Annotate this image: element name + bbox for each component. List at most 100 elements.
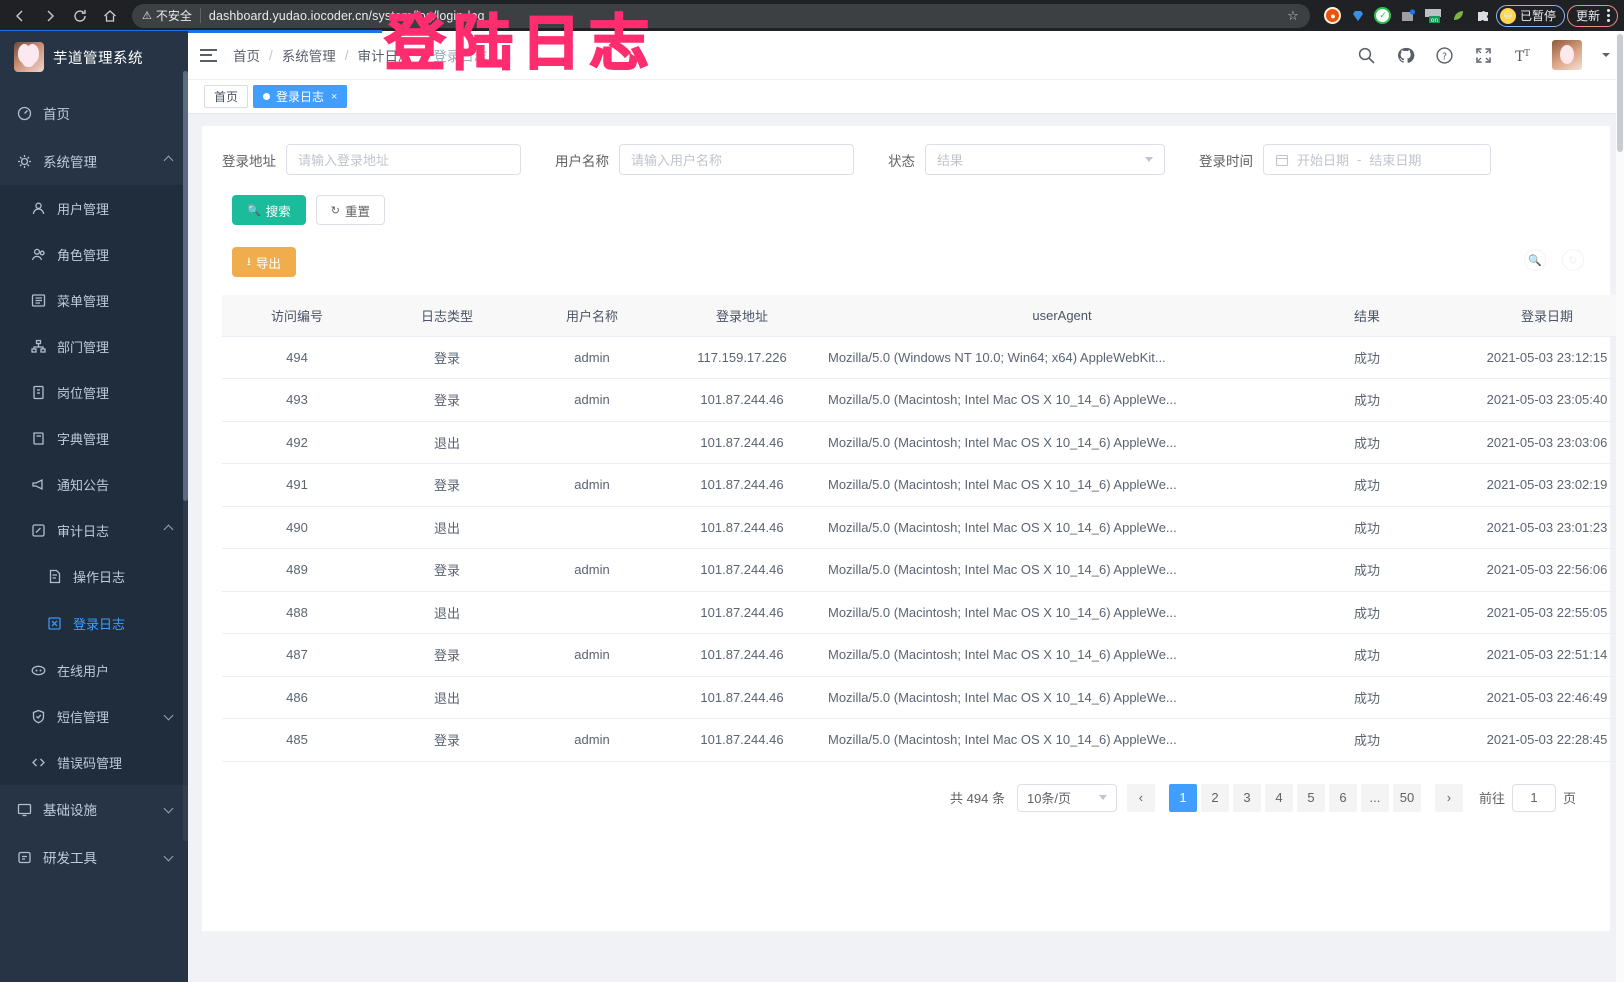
breadcrumb-item-2[interactable]: 审计日志	[357, 49, 412, 64]
check-green-icon[interactable]: ✓	[1372, 5, 1394, 27]
table-row[interactable]: 490 退出 101.87.244.46 Mozilla/5.0 (Macintosh…	[222, 506, 1624, 549]
breadcrumb-separator: /	[344, 47, 349, 63]
table-row[interactable]: 486 退出 101.87.244.46 Mozilla/5.0 (Macintosh…	[222, 676, 1624, 719]
sidebar-item-11[interactable]: 登录日志	[0, 600, 188, 647]
status-select[interactable]: 结果	[925, 144, 1165, 175]
update-button[interactable]: 更新	[1566, 4, 1618, 27]
sidebar-item-7[interactable]: 字典管理	[0, 415, 188, 461]
row-result: 成功	[1302, 506, 1432, 549]
back-arrow-icon[interactable]	[6, 2, 34, 30]
goto-page-input[interactable]: 1	[1511, 783, 1556, 812]
page-button-2[interactable]: 2	[1200, 783, 1229, 812]
sidebar-item-12[interactable]: 在线用户	[0, 647, 188, 693]
tab-1[interactable]: 登录日志 ×	[253, 85, 348, 108]
sidebar-item-1[interactable]: 系统管理	[0, 137, 188, 185]
login-time-daterange[interactable]: 开始日期 - 结束日期	[1263, 144, 1491, 175]
sidebar-item-label: 用户管理	[57, 201, 110, 217]
reset-button[interactable]: ↻ 重置	[315, 195, 385, 225]
forward-arrow-icon[interactable]	[36, 2, 64, 30]
hamburger-icon[interactable]	[200, 48, 217, 62]
page-card: 登录地址 请输入登录地址 用户名称 请输入用户名称 状态 结果	[202, 126, 1624, 931]
sidebar-item-8[interactable]: 通知公告	[0, 461, 188, 507]
bookmark-star-icon[interactable]: ☆	[1287, 7, 1299, 23]
login-address-input[interactable]: 请输入登录地址	[286, 144, 521, 175]
table-row[interactable]: 491 登录 admin 101.87.244.46 Mozilla/5.0 (Maci…	[222, 463, 1624, 507]
breadcrumb-item-0[interactable]: 首页	[233, 49, 260, 64]
leaf-icon[interactable]	[1447, 5, 1469, 27]
row-user: admin	[522, 463, 662, 507]
page-button-50[interactable]: 50	[1392, 783, 1421, 812]
sidebar-item-4[interactable]: 菜单管理	[0, 277, 188, 323]
sidebar-brand[interactable]: 芋道管理系统	[0, 31, 188, 83]
breadcrumb-item-1[interactable]: 系统管理	[281, 49, 336, 64]
help-icon[interactable]: ?	[1435, 46, 1454, 65]
circle-orange-icon[interactable]: ●	[1322, 5, 1344, 27]
fullscreen-icon[interactable]	[1474, 46, 1493, 65]
chevron-down-icon[interactable]	[1602, 53, 1610, 57]
prev-page-button[interactable]: ‹	[1126, 783, 1155, 812]
page-button-6[interactable]: 6	[1328, 783, 1357, 812]
avatar[interactable]	[1552, 40, 1582, 70]
table-row[interactable]: 488 退出 101.87.244.46 Mozilla/5.0 (Macintosh…	[222, 591, 1624, 634]
page-size-select[interactable]: 10条/页	[1016, 783, 1117, 812]
username-input[interactable]: 请输入用户名称	[619, 144, 854, 175]
next-page-button[interactable]: ›	[1434, 783, 1463, 812]
on-badge-icon[interactable]: on	[1422, 5, 1444, 27]
page-button-3[interactable]: 3	[1232, 783, 1261, 812]
sidebar-item-10[interactable]: 操作日志	[0, 553, 188, 600]
diamond-blue-icon[interactable]	[1347, 5, 1369, 27]
sidebar-item-label: 菜单管理	[57, 293, 110, 309]
github-icon[interactable]	[1396, 46, 1415, 65]
export-button[interactable]: ⭳ 导出	[232, 247, 296, 277]
puzzle-icon[interactable]	[1472, 5, 1494, 27]
sidebar-item-9[interactable]: 审计日志	[0, 507, 188, 553]
page-ellipsis[interactable]: ...	[1360, 783, 1389, 812]
sidebar-scrollbar-thumb[interactable]	[183, 71, 188, 501]
sidebar-item-2[interactable]: 用户管理	[0, 185, 188, 231]
kebab-menu-icon[interactable]	[1604, 9, 1613, 22]
sidebar-item-6[interactable]: 岗位管理	[0, 369, 188, 415]
sidebar-item-15[interactable]: 基础设施	[0, 785, 188, 833]
chevron-down-icon	[163, 803, 174, 815]
server-icon	[16, 802, 33, 817]
page-scrollbar-thumb[interactable]	[1617, 34, 1623, 152]
row-result: 成功	[1302, 591, 1432, 634]
search-button[interactable]: 🔍 搜索	[232, 195, 306, 225]
sidebar-item-13[interactable]: 短信管理	[0, 693, 188, 739]
row-user	[522, 591, 662, 634]
table-row[interactable]: 492 退出 101.87.244.46 Mozilla/5.0 (Macintosh…	[222, 421, 1624, 464]
address-bar[interactable]: ⚠ 不安全 dashboard.yudao.iocoder.cn/system/…	[132, 3, 1310, 28]
megaphone-icon	[30, 477, 47, 492]
paused-status-pill[interactable]: 😀 已暂停	[1495, 4, 1565, 27]
page-scrollbar-track[interactable]	[1616, 31, 1624, 982]
table-row[interactable]: 487 登录 admin 101.87.244.46 Mozilla/5.0 (Maci…	[222, 633, 1624, 677]
search-circle-icon[interactable]: 🔍	[1524, 249, 1546, 271]
page-button-4[interactable]: 4	[1264, 783, 1293, 812]
row-id: 490	[222, 506, 372, 549]
status-select-value: 结果	[937, 153, 964, 168]
browser-toolbar: ⚠ 不安全 dashboard.yudao.iocoder.cn/system/…	[0, 0, 1624, 33]
sidebar-item-3[interactable]: 角色管理	[0, 231, 188, 277]
sidebar-item-14[interactable]: 错误码管理	[0, 739, 188, 785]
tab-0[interactable]: 首页	[204, 85, 249, 108]
row-ip: 101.87.244.46	[662, 591, 822, 634]
search-icon[interactable]	[1357, 46, 1376, 65]
close-icon[interactable]: ×	[331, 90, 338, 103]
reload-icon[interactable]	[66, 2, 94, 30]
table-row[interactable]: 494 登录 admin 117.159.17.226 Mozilla/5.0 (Win…	[222, 336, 1624, 379]
row-date: 2021-05-03 22:46:49	[1432, 676, 1624, 719]
row-ip: 101.87.244.46	[662, 718, 822, 762]
security-warning-chip[interactable]: ⚠ 不安全	[142, 7, 192, 24]
table-row[interactable]: 493 登录 admin 101.87.244.46 Mozilla/5.0 (Maci…	[222, 378, 1624, 422]
page-button-5[interactable]: 5	[1296, 783, 1325, 812]
sidebar-item-16[interactable]: 研发工具	[0, 833, 188, 881]
table-row[interactable]: 485 登录 admin 101.87.244.46 Mozilla/5.0 (Maci…	[222, 718, 1624, 762]
table-row[interactable]: 489 登录 admin 101.87.244.46 Mozilla/5.0 (Maci…	[222, 548, 1624, 592]
home-icon[interactable]	[96, 2, 124, 30]
blue-badge-icon[interactable]	[1397, 5, 1419, 27]
sidebar-item-5[interactable]: 部门管理	[0, 323, 188, 369]
page-button-1[interactable]: 1	[1168, 783, 1197, 812]
sidebar-item-0[interactable]: 首页	[0, 89, 188, 137]
refresh-circle-icon[interactable]: ↻	[1562, 249, 1584, 271]
